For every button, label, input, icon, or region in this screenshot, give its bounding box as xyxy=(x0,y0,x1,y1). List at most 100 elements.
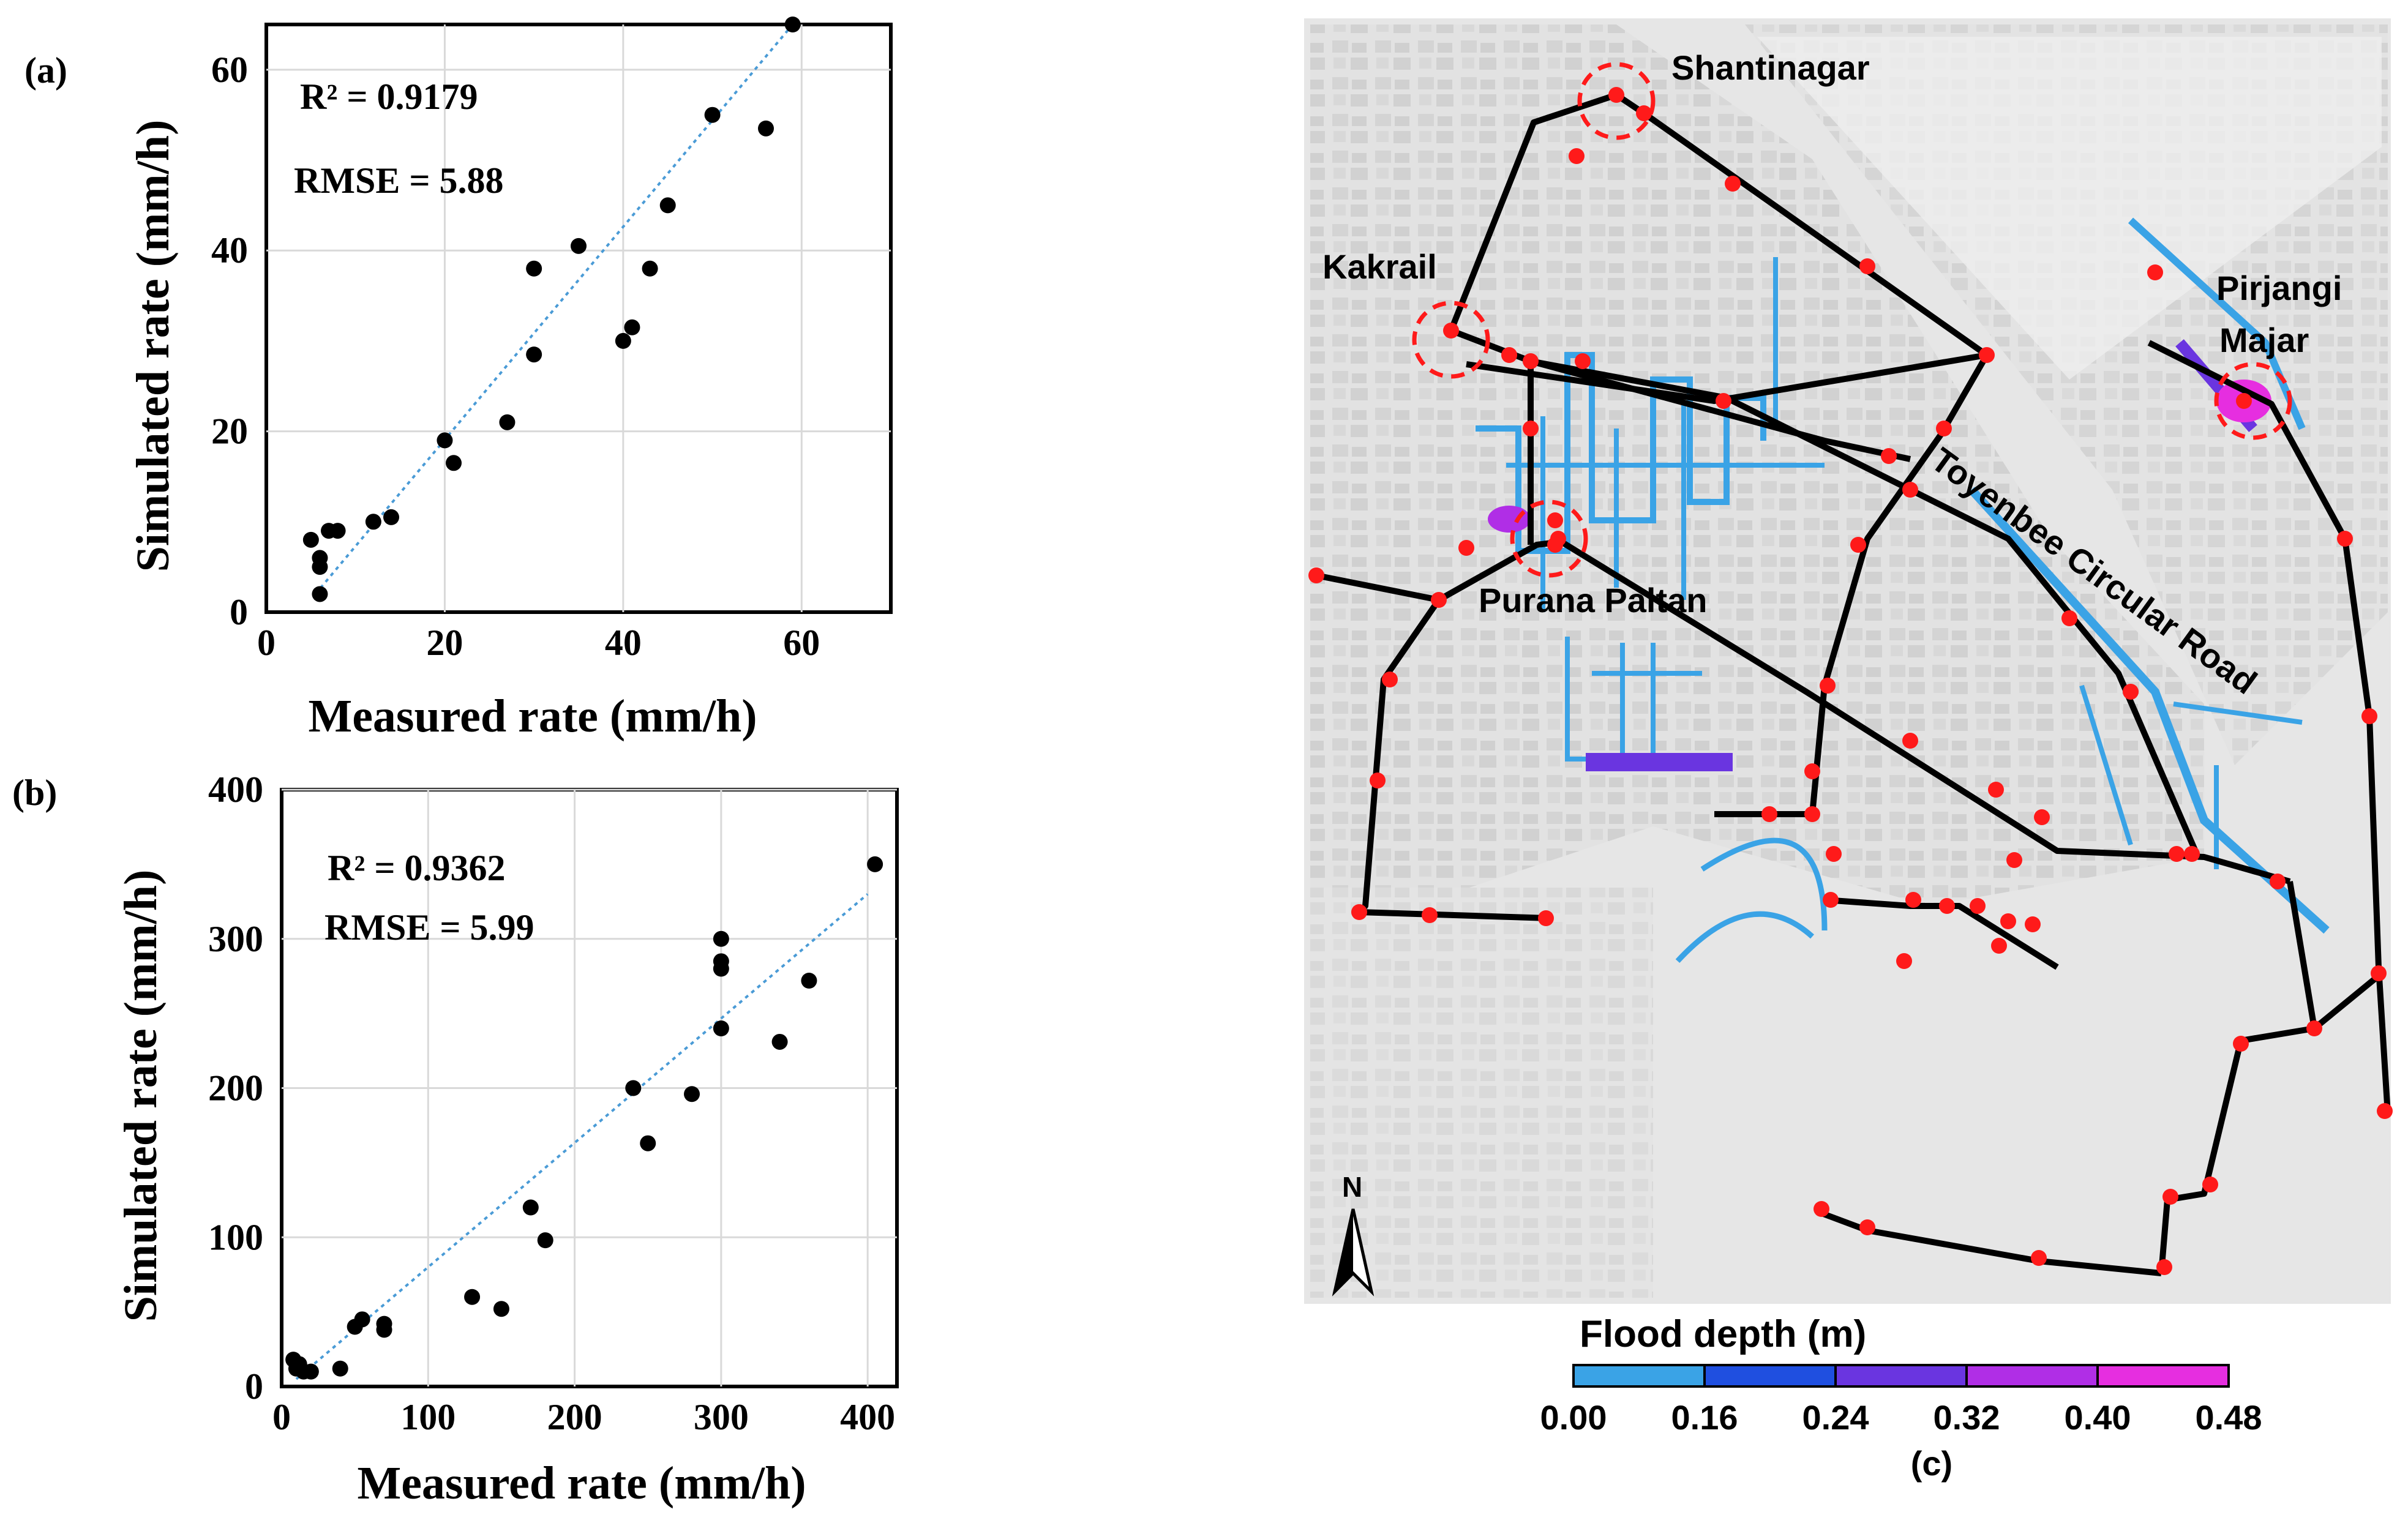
data-point xyxy=(684,1086,700,1102)
data-point xyxy=(642,260,658,277)
data-point xyxy=(801,973,817,989)
x-axis-label-b: Measured rate (mm/h) xyxy=(357,1458,806,1509)
y-tick-label: 0 xyxy=(245,1366,263,1407)
north-label: N xyxy=(1342,1171,1362,1203)
x-ticks-a: 0 20 40 60 xyxy=(257,623,820,663)
y-tick-label: 400 xyxy=(208,769,263,810)
data-point xyxy=(312,586,328,602)
x-tick-label: 60 xyxy=(783,623,820,663)
flood-arc-2 xyxy=(1675,911,1815,964)
legend-swatch xyxy=(1834,1364,1968,1388)
highlight-circles xyxy=(1412,62,2292,578)
y-tick-label: 0 xyxy=(230,592,248,632)
x-tick-label: 200 xyxy=(547,1397,602,1437)
data-point xyxy=(493,1301,509,1317)
flood-streets-grid xyxy=(1506,257,1825,612)
rmse-label-b: RMSE = 5.99 xyxy=(324,907,534,948)
panel-label-c: (c) xyxy=(1911,1444,1952,1483)
panel-label-b: (b) xyxy=(12,773,57,813)
data-point xyxy=(354,1311,370,1328)
road-toyenbee xyxy=(1530,358,2201,858)
road-circle xyxy=(1809,353,1990,815)
flood-arc xyxy=(1700,837,1828,931)
data-point xyxy=(312,559,328,575)
data-point xyxy=(329,523,346,539)
legend-ticks: 0.00 0.16 0.24 0.32 0.40 0.48 xyxy=(1540,1398,2262,1437)
legend-swatch xyxy=(1703,1364,1837,1388)
data-point xyxy=(867,856,883,872)
data-point xyxy=(704,107,721,123)
chart-b: (b) 0 100 200 300 400 0 100 200 300 400 R² = 0.9… xyxy=(12,769,899,1509)
plot-frame-a xyxy=(264,23,893,614)
r2-label-b: R² = 0.9362 xyxy=(328,848,506,888)
data-point xyxy=(713,1020,729,1036)
x-tick-label: 20 xyxy=(426,623,463,663)
data-point xyxy=(302,531,319,548)
trendline-b xyxy=(295,893,869,1380)
legend-tick-label: 0.32 xyxy=(1934,1398,2000,1437)
data-point xyxy=(464,1289,481,1305)
data-point xyxy=(537,1232,553,1249)
flood-toyenbee-branches xyxy=(2079,684,2303,869)
legend-tick-label: 0.48 xyxy=(2196,1398,2262,1437)
y-tick-label: 100 xyxy=(208,1217,263,1257)
legend-colorbar xyxy=(1572,1364,2230,1388)
y-axis-label-b: Simulated rate (mm/h) xyxy=(115,870,167,1322)
data-point xyxy=(383,509,399,525)
legend-tick-label: 0.00 xyxy=(1540,1398,1607,1437)
highlight-shantinagar xyxy=(1577,62,1656,140)
data-point xyxy=(625,1080,642,1096)
data-point xyxy=(522,1199,539,1216)
road-diagonal xyxy=(1466,352,1987,404)
panel-label-a: (a) xyxy=(24,50,67,91)
x-tick-label: 40 xyxy=(605,623,642,663)
flood-extent xyxy=(1476,217,2330,964)
legend-title: Flood depth (m) xyxy=(1580,1313,1866,1355)
highlight-pirjangi xyxy=(2214,362,2292,440)
label-majar: Majar xyxy=(2219,321,2309,359)
road-southeast xyxy=(2158,881,2317,1274)
data-point xyxy=(784,17,801,32)
road-south-mid xyxy=(1824,897,2059,970)
highlight-purana-paltan xyxy=(1510,500,1588,578)
rmse-label-a: RMSE = 5.88 xyxy=(294,160,504,201)
data-point xyxy=(376,1315,392,1332)
label-purana-paltan: Purana Paltan xyxy=(1479,581,1707,619)
y-axis-label-a: Simulated rate (mm/h) xyxy=(127,120,179,572)
legend-swatch xyxy=(1572,1364,1706,1388)
legend-swatch xyxy=(1965,1364,2099,1388)
x-tick-label: 100 xyxy=(400,1397,456,1437)
data-point xyxy=(713,960,729,977)
legend-swatch xyxy=(2096,1364,2230,1388)
measurement-points xyxy=(1308,87,2393,1275)
road-south xyxy=(1817,1209,2162,1276)
data-point xyxy=(615,332,631,349)
flood-map: Shantinagar Kakrail Pirjangi Majar Puran… xyxy=(1304,18,2393,1483)
data-point xyxy=(713,930,729,947)
north-arrow: N xyxy=(1332,1171,1375,1297)
y-tick-label: 40 xyxy=(211,230,248,271)
y-ticks-a: 0 20 40 60 xyxy=(211,50,248,632)
y-ticks-b: 0 100 200 300 400 xyxy=(208,769,263,1407)
legend-tick-label: 0.24 xyxy=(1802,1398,1869,1437)
flood-patch-purple xyxy=(1586,753,1733,771)
y-tick-label: 20 xyxy=(211,411,248,452)
points-a xyxy=(302,17,801,602)
x-tick-label: 400 xyxy=(840,1397,895,1437)
road-east-arc xyxy=(2147,340,2391,1115)
r2-label-a: R² = 0.9179 xyxy=(300,77,478,117)
flood-toyenbee xyxy=(1968,487,2330,934)
x-tick-label: 0 xyxy=(257,623,276,663)
road-kakrail-east xyxy=(1450,327,1911,462)
grid-b xyxy=(282,788,897,1386)
chart-a: (a) 0 20 40 60 0 20 40 60 R² = 0.9179 RMSE = 5… xyxy=(24,17,893,742)
highlight-kakrail xyxy=(1412,301,1490,379)
road-se-branches xyxy=(2312,971,2384,1031)
flood-streets-north xyxy=(1476,352,1766,554)
data-point xyxy=(446,455,462,471)
data-point xyxy=(437,432,453,449)
data-point xyxy=(571,238,587,254)
data-point xyxy=(499,414,516,430)
data-point xyxy=(332,1360,348,1377)
